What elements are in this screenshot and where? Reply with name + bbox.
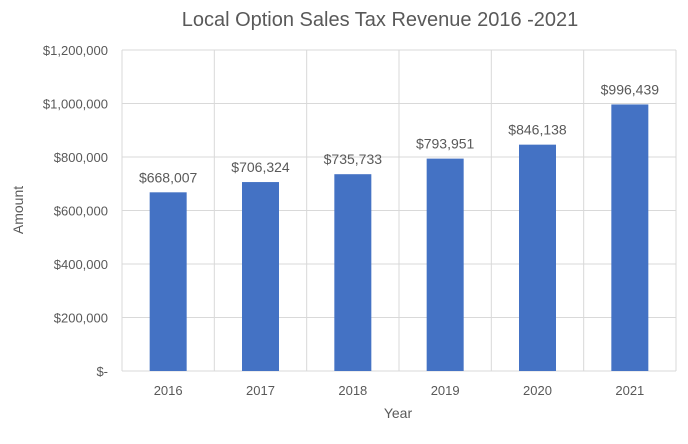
bar (611, 104, 649, 371)
bar (334, 174, 372, 371)
y-tick-label: $200,000 (54, 311, 108, 326)
data-label: $793,951 (416, 136, 475, 152)
bar (242, 182, 279, 371)
data-labels: $668,007 $706,324 $735,733 $793,951 $846,138… (139, 81, 659, 185)
x-tick-label: 2016 (154, 383, 183, 398)
bars (149, 104, 649, 371)
chart-title: Local Option Sales Tax Revenue 2016 -202… (182, 9, 579, 31)
y-axis-title: Amount (10, 186, 26, 234)
x-tick-label: 2021 (615, 383, 644, 398)
y-tick-label: $800,000 (54, 150, 108, 165)
data-label: $735,733 (324, 151, 383, 167)
y-tick-label: $- (96, 364, 108, 379)
y-tick-label: $600,000 (54, 204, 108, 219)
x-axis-title: Year (384, 405, 413, 421)
bar (149, 192, 187, 371)
data-label: $996,439 (601, 81, 660, 97)
y-axis-ticks: $- $200,000 $400,000 $600,000 $800,000 $1,000… (43, 43, 108, 379)
x-tick-label: 2017 (246, 383, 275, 398)
y-tick-label: $400,000 (54, 257, 108, 272)
x-tick-label: 2020 (523, 383, 552, 398)
gridlines (121, 49, 677, 372)
bar (426, 158, 464, 371)
y-tick-label: $1,200,000 (43, 43, 108, 58)
x-tick-label: 2019 (431, 383, 460, 398)
x-tick-label: 2018 (338, 383, 367, 398)
data-label: $668,007 (139, 169, 198, 185)
x-axis-ticks: 2016 2017 2018 2019 2020 2021 (154, 383, 645, 398)
bar (519, 144, 556, 371)
y-tick-label: $1,000,000 (43, 97, 108, 112)
data-label: $846,138 (508, 122, 567, 138)
data-label: $706,324 (231, 159, 290, 175)
